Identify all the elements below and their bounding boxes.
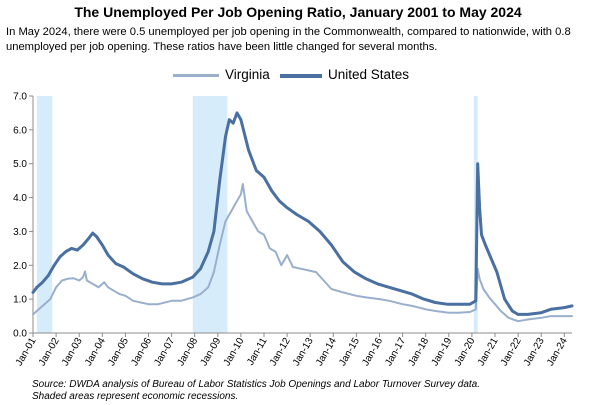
legend-label-united-states: United States xyxy=(328,67,410,82)
x-tick-label: Jan-24 xyxy=(545,336,570,368)
x-tick-label: Jan-17 xyxy=(383,336,408,368)
x-tick-label: Jan-21 xyxy=(476,336,501,368)
x-tick-label: Jan-19 xyxy=(430,336,455,368)
recession-band-2 xyxy=(192,96,228,333)
x-tick-label: Jan-22 xyxy=(499,336,524,368)
chart-subtitle: In May 2024, there were 0.5 unemployed p… xyxy=(6,26,571,53)
x-tick-label: Jan-18 xyxy=(406,336,431,368)
y-tick-label: 3.0 xyxy=(13,227,27,238)
y-tick-label: 0.0 xyxy=(13,329,27,340)
x-tick-label: Jan-04 xyxy=(83,336,108,368)
y-tick-label: 1.0 xyxy=(13,295,27,306)
recession-band-1 xyxy=(36,96,53,333)
x-tick-label: Jan-15 xyxy=(337,336,362,368)
x-tick-label: Jan-02 xyxy=(37,336,62,368)
y-tick-label: 2.0 xyxy=(13,261,27,272)
x-tick-label: Jan-14 xyxy=(314,336,339,368)
x-tick-label: Jan-23 xyxy=(522,336,547,368)
y-tick-label: 7.0 xyxy=(13,92,27,103)
x-tick-label: Jan-08 xyxy=(175,336,200,368)
legend-label-virginia: Virginia xyxy=(225,67,270,82)
x-tick-label: Jan-12 xyxy=(268,336,293,368)
chart-legend: Virginia United States xyxy=(0,66,596,84)
series-line-united-states xyxy=(31,111,574,316)
x-tick-label: Jan-07 xyxy=(152,336,177,368)
series-line-virginia xyxy=(32,183,573,323)
x-tick-label: Jan-06 xyxy=(129,336,154,368)
recession-note: Shaded areas represent economic recessio… xyxy=(32,391,239,402)
x-tick-label: Jan-16 xyxy=(360,336,385,368)
y-tick-label: 5.0 xyxy=(13,159,27,170)
line-chart: 0.01.02.03.04.05.06.07.0Jan-01Jan-02Jan-… xyxy=(13,92,574,368)
x-tick-label: Jan-01 xyxy=(14,336,39,368)
x-tick-label: Jan-11 xyxy=(245,336,270,368)
legend-swatch-united-states xyxy=(280,74,322,78)
source-note: Source: DWDA analysis of Bureau of Labor… xyxy=(32,379,481,390)
legend-swatch-virginia xyxy=(173,74,219,77)
x-tick-label: Jan-13 xyxy=(291,336,316,368)
y-tick-label: 4.0 xyxy=(13,193,27,204)
chart-footer: Source: DWDA analysis of Bureau of Labor… xyxy=(32,379,480,403)
chart-title: The Unemployed Per Job Opening Ratio, Ja… xyxy=(74,4,522,20)
y-tick-label: 6.0 xyxy=(13,125,27,136)
x-tick-label: Jan-09 xyxy=(199,336,224,368)
x-tick-label: Jan-03 xyxy=(60,336,85,368)
x-tick-label: Jan-10 xyxy=(222,336,247,368)
x-tick-label: Jan-05 xyxy=(106,336,131,368)
x-tick-label: Jan-20 xyxy=(453,336,478,368)
